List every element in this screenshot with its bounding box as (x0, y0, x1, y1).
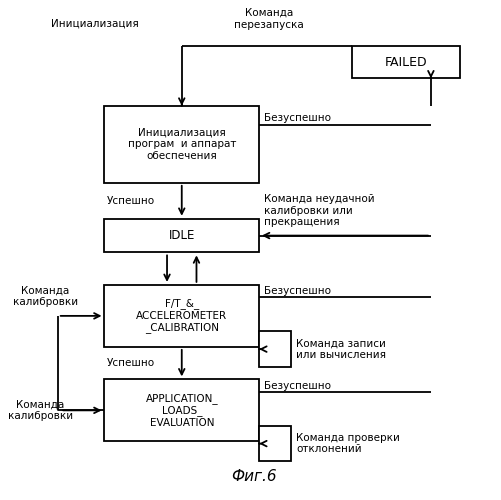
Text: Команда
калибровки: Команда калибровки (13, 285, 78, 307)
Text: Команда
перезапуска: Команда перезапуска (234, 8, 304, 30)
Bar (104, 285, 259, 347)
Text: F/T_&_
ACCELEROMETER
_CALIBRATION: F/T_&_ ACCELEROMETER _CALIBRATION (136, 298, 227, 334)
Text: Команда неудачной
калибровки или
прекращения: Команда неудачной калибровки или прекращ… (264, 194, 375, 228)
Text: Безуспешно: Безуспешно (264, 380, 331, 390)
Text: FAILED: FAILED (385, 56, 428, 69)
Text: Фиг.6: Фиг.6 (231, 468, 277, 483)
Text: Команда записи
или вычисления: Команда записи или вычисления (296, 338, 386, 360)
Text: Команда проверки
отклонений: Команда проверки отклонений (296, 433, 400, 454)
Bar (259, 426, 291, 462)
Text: Безуспешно: Безуспешно (264, 112, 331, 122)
Text: Успешно: Успешно (107, 358, 155, 368)
Bar (104, 106, 259, 183)
Text: APPLICATION_
LOADS_
EVALUATION: APPLICATION_ LOADS_ EVALUATION (145, 393, 218, 428)
Bar (104, 218, 259, 252)
Text: IDLE: IDLE (168, 229, 195, 242)
Bar (104, 380, 259, 442)
Text: Успешно: Успешно (107, 196, 155, 206)
Text: Инициализация: Инициализация (51, 19, 138, 29)
Text: Команда
калибровки: Команда калибровки (8, 400, 73, 421)
Text: Инициализация
програм  и аппарат
обеспечения: Инициализация програм и аппарат обеспече… (128, 128, 236, 161)
Text: Безуспешно: Безуспешно (264, 286, 331, 296)
Bar (259, 332, 291, 367)
Bar (352, 46, 460, 78)
